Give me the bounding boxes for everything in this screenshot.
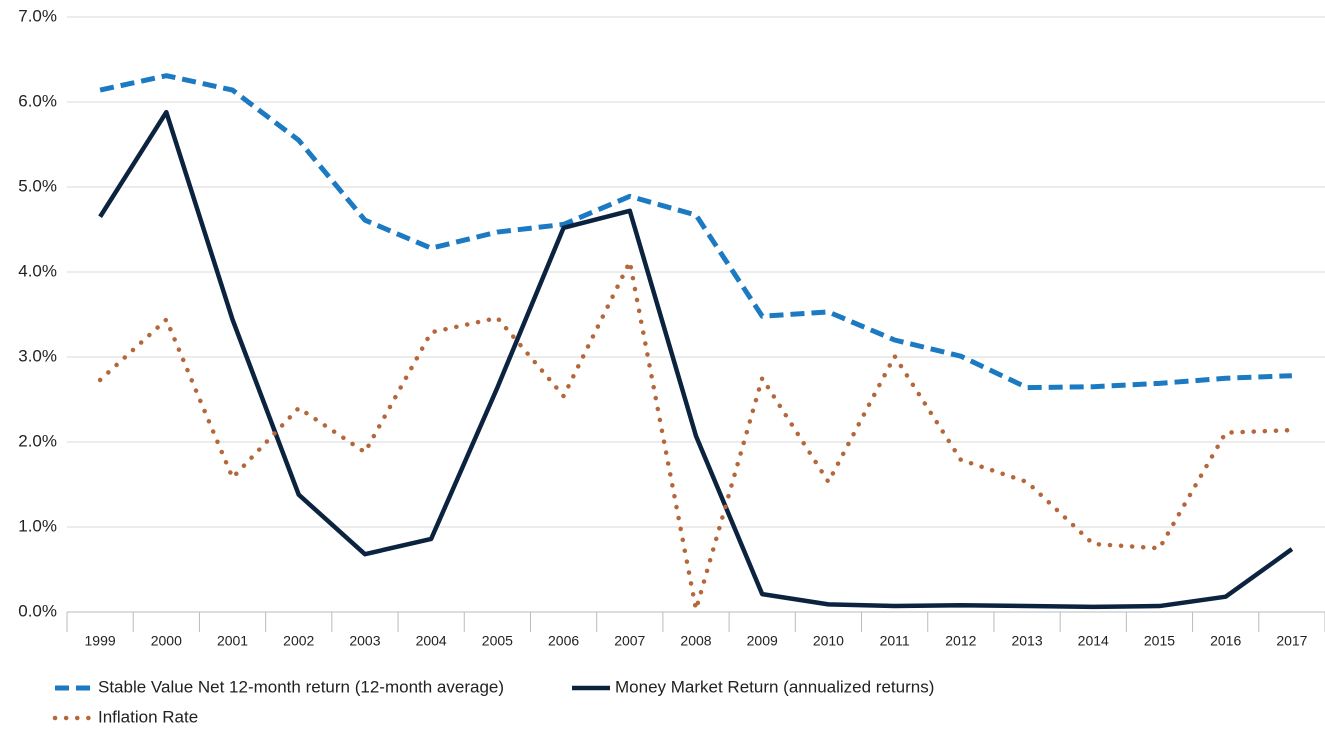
x-tick-label: 2005 bbox=[482, 633, 513, 649]
series-line bbox=[98, 109, 1294, 610]
x-tick-label: 2009 bbox=[747, 633, 778, 649]
legend-label: Stable Value Net 12-month return (12-mon… bbox=[98, 677, 504, 696]
x-tick-label: 2016 bbox=[1210, 633, 1241, 649]
x-tick-label: 2000 bbox=[151, 633, 182, 649]
legend-label: Money Market Return (annualized returns) bbox=[615, 677, 934, 696]
y-tick-label: 0.0% bbox=[18, 601, 57, 620]
y-tick-label: 6.0% bbox=[18, 91, 57, 110]
x-tick-label: 2014 bbox=[1078, 633, 1109, 649]
x-tick-label: 1999 bbox=[85, 633, 116, 649]
series-line bbox=[99, 73, 1292, 391]
x-tick-label: 2004 bbox=[416, 633, 447, 649]
y-tick-label: 5.0% bbox=[18, 176, 57, 195]
x-tick-label: 2011 bbox=[880, 633, 910, 649]
y-tick-label: 1.0% bbox=[18, 516, 57, 535]
y-tick-label: 3.0% bbox=[18, 346, 57, 365]
x-tick-label: 2013 bbox=[1011, 633, 1042, 649]
x-tick-label: 2017 bbox=[1276, 633, 1307, 649]
y-tick-label: 7.0% bbox=[18, 6, 57, 25]
y-tick-label: 4.0% bbox=[18, 261, 57, 280]
x-tick-label: 2002 bbox=[283, 633, 314, 649]
x-tick-label: 2012 bbox=[945, 633, 976, 649]
x-tick-label: 2015 bbox=[1144, 633, 1175, 649]
legend-label: Inflation Rate bbox=[98, 707, 198, 726]
x-tick-label: 2007 bbox=[614, 633, 645, 649]
x-tick-label: 2003 bbox=[349, 633, 380, 649]
x-tick-label: 2010 bbox=[813, 633, 844, 649]
y-tick-label: 2.0% bbox=[18, 431, 57, 450]
x-tick-label: 2008 bbox=[680, 633, 711, 649]
x-tick-label: 2006 bbox=[548, 633, 579, 649]
x-tick-label: 2001 bbox=[217, 633, 248, 649]
series-line bbox=[97, 259, 1295, 612]
